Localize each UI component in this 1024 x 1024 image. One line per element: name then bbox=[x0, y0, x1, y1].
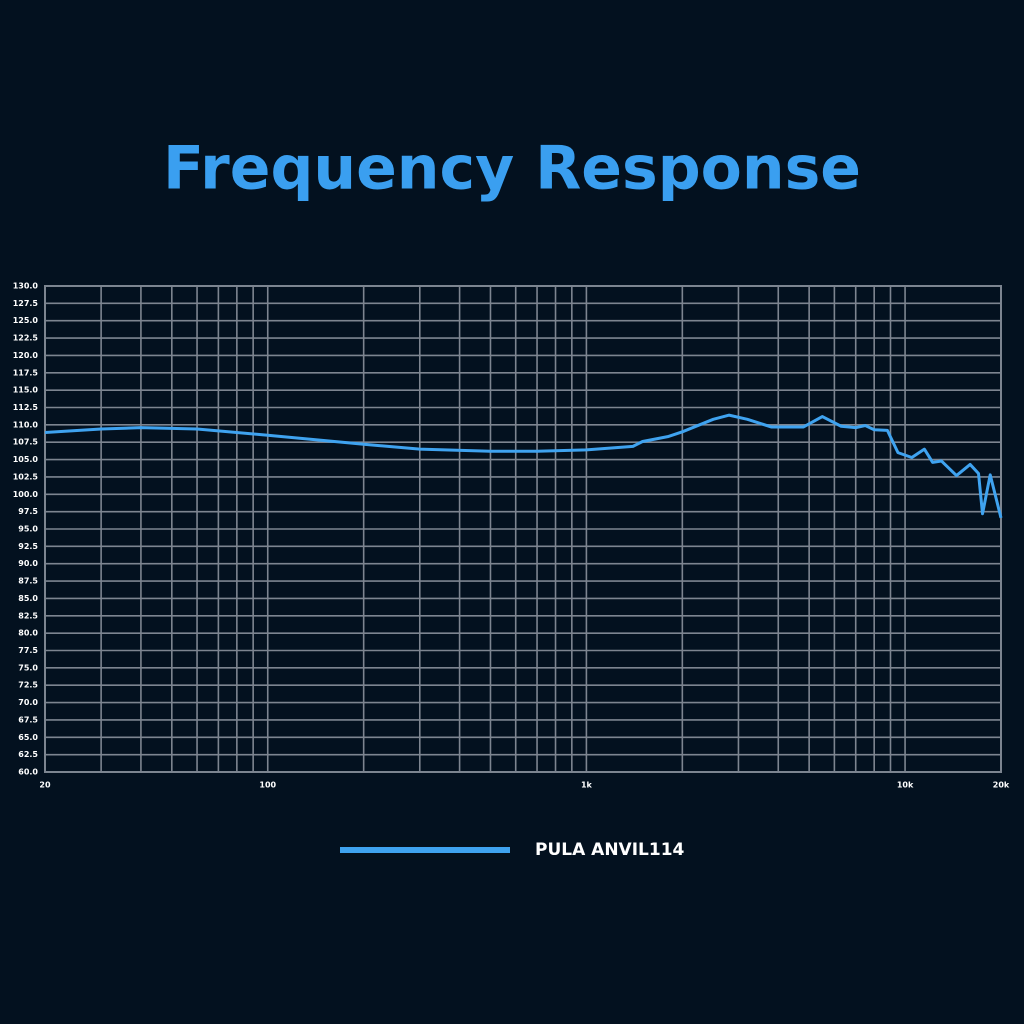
x-tick-label: 1k bbox=[581, 781, 593, 790]
y-tick-label: 85.0 bbox=[18, 594, 38, 603]
y-tick-label: 110.0 bbox=[13, 420, 39, 429]
y-tick-label: 87.5 bbox=[18, 577, 38, 586]
y-tick-label: 80.0 bbox=[18, 629, 38, 638]
y-tick-label: 115.0 bbox=[13, 386, 39, 395]
y-tick-label: 67.5 bbox=[18, 715, 38, 724]
data-line bbox=[44, 413, 1003, 519]
y-tick-label: 82.5 bbox=[18, 611, 38, 620]
y-tick-label: 90.0 bbox=[18, 559, 38, 568]
y-tick-label: 105.0 bbox=[13, 455, 39, 464]
y-tick-label: 122.5 bbox=[13, 334, 39, 343]
y-tick-label: 77.5 bbox=[18, 646, 38, 655]
y-tick-label: 62.5 bbox=[18, 750, 38, 759]
chart-title: Frequency Response bbox=[163, 134, 861, 204]
y-tick-label: 130.0 bbox=[13, 282, 39, 291]
y-tick-label: 127.5 bbox=[13, 299, 39, 308]
y-tick-label: 75.0 bbox=[18, 663, 38, 672]
y-tick-label: 102.5 bbox=[13, 472, 39, 481]
y-tick-label: 72.5 bbox=[18, 681, 38, 690]
x-tick-label: 10k bbox=[897, 781, 914, 790]
y-tick-label: 125.0 bbox=[13, 316, 39, 325]
x-tick-label: 20k bbox=[993, 781, 1010, 790]
y-tick-label: 65.0 bbox=[18, 733, 38, 742]
y-tick-label: 100.0 bbox=[13, 490, 39, 499]
x-tick-label: 100 bbox=[259, 781, 276, 790]
y-tick-label: 60.0 bbox=[18, 768, 38, 777]
y-tick-label: 95.0 bbox=[18, 525, 38, 534]
y-tick-label: 70.0 bbox=[18, 698, 38, 707]
y-tick-label: 120.0 bbox=[13, 351, 39, 360]
legend-label: PULA ANVIL114 bbox=[535, 840, 685, 860]
y-tick-label: 92.5 bbox=[18, 542, 38, 551]
x-tick-label: 20 bbox=[39, 781, 51, 790]
y-tick-label: 112.5 bbox=[13, 403, 39, 412]
y-tick-label: 107.5 bbox=[13, 438, 39, 447]
y-tick-label: 117.5 bbox=[13, 368, 39, 377]
y-tick-label: 97.5 bbox=[18, 507, 38, 516]
